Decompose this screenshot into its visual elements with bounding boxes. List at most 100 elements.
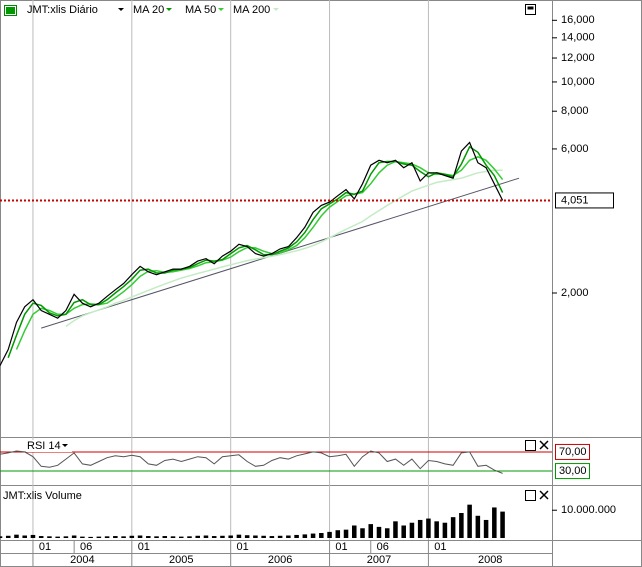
volume-bar [96, 536, 102, 538]
legend-arrow[interactable] [118, 8, 124, 11]
volume-bar [409, 522, 415, 538]
volume-bar [352, 525, 357, 538]
x-tick-label: 01 [434, 541, 446, 553]
volume-bar [88, 536, 93, 538]
legend-arrow[interactable] [166, 8, 172, 11]
volume-bar [253, 535, 258, 538]
x-tick-label: 01 [237, 541, 249, 553]
legend-entry[interactable]: MA 20 [133, 4, 164, 16]
y-tick-label: 14,000 [561, 32, 595, 44]
y-tick-label: 10.000.000 [561, 504, 616, 516]
volume-bar [80, 536, 85, 538]
x-tick-label: 01 [138, 541, 150, 553]
volume-bar [121, 536, 126, 538]
volume-bar [137, 535, 143, 538]
volume-bar [22, 535, 27, 538]
volume-bar [269, 536, 275, 538]
volume-bar [14, 534, 19, 538]
volume-bar [47, 536, 52, 538]
panel-title: RSI 14 [27, 440, 61, 452]
volume-bar [55, 536, 60, 538]
volume-bar [368, 524, 374, 538]
x-tick-label: 01 [335, 541, 347, 553]
price-line [0, 141, 504, 366]
volume-bar [475, 515, 481, 538]
volume-bar [343, 529, 349, 538]
legend-arrow[interactable] [218, 8, 224, 11]
volume-bar [203, 535, 209, 538]
volume-bar [211, 536, 217, 538]
y-tick-label: 6,000 [561, 143, 589, 155]
volume-bar [393, 521, 398, 538]
volume-bar [104, 536, 110, 538]
panel-arrow[interactable] [62, 444, 68, 447]
volume-bar [376, 526, 382, 538]
y-tick-label: 8,000 [561, 105, 589, 117]
rsi-line [0, 450, 503, 474]
volume-bar [417, 519, 423, 538]
price-label-box [555, 192, 614, 209]
volume-bar [426, 518, 431, 538]
volume-bar [286, 535, 291, 538]
volume-bar [154, 536, 159, 538]
volume-bar [277, 535, 283, 538]
y-tick-label: 2,000 [561, 287, 589, 299]
volume-bar [459, 513, 464, 538]
year-label: 2005 [169, 554, 193, 566]
close-button[interactable] [539, 440, 549, 450]
price-label: 4,051 [561, 194, 589, 206]
legend-entry[interactable]: MA 50 [185, 4, 216, 16]
price-line [65, 169, 503, 328]
volume-bar [384, 528, 390, 538]
volume-bar [146, 536, 151, 538]
volume-bar [170, 536, 176, 538]
panel-title-box [26, 440, 72, 452]
volume-bar [0, 536, 3, 538]
button-icon [527, 6, 534, 10]
volume-bar [492, 507, 497, 538]
volume-bar [434, 521, 439, 538]
legend-entry[interactable]: MA 200 [233, 4, 270, 16]
volume-bar [500, 511, 505, 538]
rsi-label-box [555, 443, 590, 460]
volume-bar [162, 536, 168, 538]
maximize-button[interactable] [525, 490, 536, 501]
x-tick-label: 06 [80, 541, 92, 553]
volume-bar [38, 536, 44, 538]
volume-bar [220, 535, 225, 538]
volume-bar [244, 535, 250, 538]
volume-bar [467, 504, 472, 538]
volume-bar [195, 535, 200, 538]
legend-icon-fill [6, 7, 15, 14]
year-label: 2008 [478, 554, 502, 566]
y-tick-label: 70,00 [559, 446, 587, 458]
maximize-button[interactable] [525, 440, 536, 451]
y-tick-label: 12,000 [561, 52, 595, 64]
volume-bar [261, 535, 266, 538]
close-button[interactable] [539, 490, 549, 500]
volume-bar [294, 534, 299, 538]
volume-bar [30, 534, 36, 538]
legend-entry[interactable]: JMT:xlis Diário [27, 4, 98, 16]
legend-arrow[interactable] [273, 8, 279, 11]
volume-bar [450, 517, 456, 538]
volume-bar [401, 525, 406, 538]
y-tick-label: 16,000 [561, 14, 595, 26]
y-tick-label: 30,00 [559, 465, 587, 477]
volume-bar [129, 535, 135, 538]
volume-bar [228, 535, 233, 538]
volume-bar [187, 536, 192, 538]
volume-bar [442, 522, 448, 538]
volume-bar [113, 536, 118, 538]
x-tick-label: 06 [377, 541, 389, 553]
volume-bar [327, 531, 332, 538]
volume-bar [302, 534, 308, 538]
volume-bar [335, 530, 341, 538]
volume-bar [310, 533, 316, 538]
year-label: 2004 [70, 554, 94, 566]
rsi-label-box [555, 463, 590, 480]
price-line [7, 145, 504, 359]
volume-bar [483, 519, 489, 538]
